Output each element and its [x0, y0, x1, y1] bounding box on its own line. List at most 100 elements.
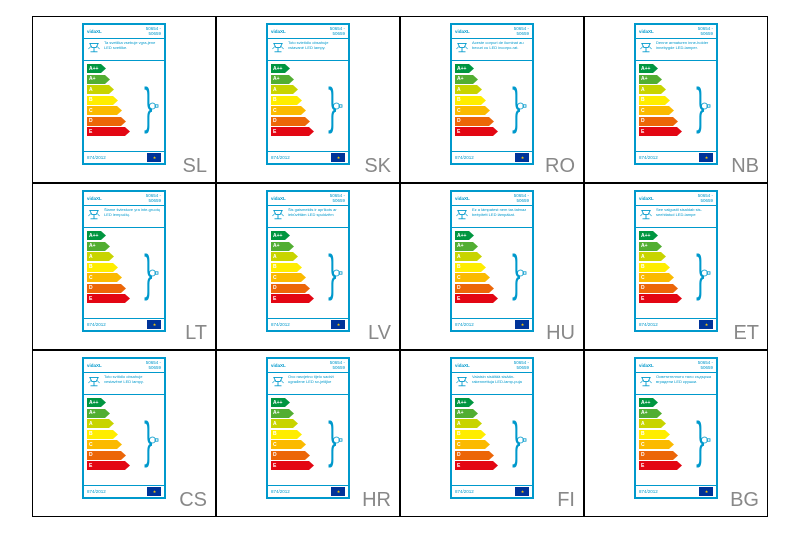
brand-text: vidaXL: [271, 29, 286, 34]
language-code: SL: [183, 155, 207, 178]
energy-class-arrow: A+: [87, 242, 135, 251]
label-footer: 874/2012 ★: [268, 151, 348, 163]
label-body: A++ A+ A B C D E }: [84, 395, 164, 485]
bracket: }: [135, 398, 161, 482]
energy-class-arrow: D: [455, 117, 503, 126]
label-cell: vidaXL 50654 -50659 Toto svietidlo obsah…: [216, 16, 400, 183]
energy-class-arrow: C: [271, 106, 319, 115]
energy-class-arrow: A+: [271, 242, 319, 251]
energy-class-arrow: A+: [455, 242, 503, 251]
bracket: }: [503, 64, 529, 148]
regulation-text: 874/2012: [271, 322, 290, 327]
energy-class-arrow: A++: [455, 398, 503, 407]
energy-class-arrow: A: [87, 252, 135, 261]
energy-class-arrow: D: [639, 117, 687, 126]
label-body: A++ A+ A B C D E }: [268, 61, 348, 151]
info-text: Ovo rasvjetno tijelo sadrži ugrađene LED…: [288, 375, 345, 384]
label-cell: vidaXL 50654 -50659 Valaisin sisältää si…: [400, 350, 584, 517]
label-header: vidaXL 50654 -50659: [84, 359, 164, 373]
energy-arrows: A++ A+ A B C D E: [271, 64, 319, 148]
label-footer: 874/2012 ★: [84, 485, 164, 497]
model-text: 50654 -50659: [330, 194, 345, 204]
energy-label: vidaXL 50654 -50659 Ovo rasvjetno tijelo…: [266, 357, 350, 499]
info-text: Šis gaismeklis ir aprīkots ar iebūvētām …: [288, 208, 345, 217]
bracket: }: [319, 64, 345, 148]
energy-class-arrow: C: [455, 440, 503, 449]
energy-class-arrow: A: [455, 85, 503, 94]
energy-class-arrow: E: [271, 127, 319, 136]
regulation-text: 874/2012: [639, 489, 658, 494]
label-body: A++ A+ A B C D E }: [268, 395, 348, 485]
label-cell: vidaXL 50654 -50659 Toto svítidlo obsahu…: [32, 350, 216, 517]
eu-flag-icon: ★: [699, 487, 713, 496]
eu-flag-icon: ★: [147, 320, 161, 329]
eu-flag-icon: ★: [699, 320, 713, 329]
label-footer: 874/2012 ★: [268, 485, 348, 497]
energy-class-arrow: A: [271, 85, 319, 94]
energy-class-arrow: A+: [271, 409, 319, 418]
energy-label: vidaXL 50654 -50659 Ta svetilka vsebuje …: [82, 23, 166, 165]
energy-class-arrow: E: [271, 294, 319, 303]
language-code: SK: [364, 155, 391, 178]
regulation-text: 874/2012: [87, 322, 106, 327]
label-header: vidaXL 50654 -50659: [84, 192, 164, 206]
label-cell: vidaXL 50654 -50659 Aceste corpuri de il…: [400, 16, 584, 183]
label-footer: 874/2012 ★: [452, 485, 532, 497]
energy-class-arrow: A: [639, 419, 687, 428]
label-body: A++ A+ A B C D E }: [452, 228, 532, 318]
energy-class-arrow: A++: [87, 231, 135, 240]
info-text: Ta svetilka vsebuje vgra-jene LED svetil…: [104, 41, 161, 50]
energy-class-arrow: A: [271, 252, 319, 261]
label-cell: vidaXL 50654 -50659 Ta svetilka vsebuje …: [32, 16, 216, 183]
energy-class-arrow: E: [455, 294, 503, 303]
info-text: Осветителното тяло съдържа вградени LED …: [656, 375, 713, 384]
label-header: vidaXL 50654 -50659: [636, 25, 716, 39]
eu-flag-icon: ★: [147, 153, 161, 162]
energy-class-arrow: E: [87, 294, 135, 303]
regulation-text: 874/2012: [639, 322, 658, 327]
energy-class-arrow: E: [455, 127, 503, 136]
label-footer: 874/2012 ★: [84, 318, 164, 330]
energy-class-arrow: C: [639, 440, 687, 449]
energy-class-arrow: A: [639, 252, 687, 261]
label-cell: vidaXL 50654 -50659 Осветителното тяло с…: [584, 350, 768, 517]
language-code: ET: [733, 322, 759, 345]
energy-arrows: A++ A+ A B C D E: [639, 231, 687, 315]
brand-text: vidaXL: [455, 196, 470, 201]
energy-class-arrow: A++: [455, 64, 503, 73]
energy-label: vidaXL 50654 -50659 Aceste corpuri de il…: [450, 23, 534, 165]
energy-class-arrow: D: [639, 451, 687, 460]
brand-text: vidaXL: [639, 363, 654, 368]
energy-class-arrow: A++: [87, 64, 135, 73]
label-footer: 874/2012 ★: [636, 318, 716, 330]
energy-label: vidaXL 50654 -50659 Šis gaismeklis ir ap…: [266, 190, 350, 332]
bracket: }: [319, 398, 345, 482]
energy-class-arrow: B: [639, 430, 687, 439]
energy-arrows: A++ A+ A B C D E: [455, 231, 503, 315]
energy-class-arrow: C: [271, 273, 319, 282]
energy-class-arrow: A+: [271, 75, 319, 84]
energy-class-arrow: C: [639, 273, 687, 282]
label-footer: 874/2012 ★: [452, 318, 532, 330]
info-text: Toto svítidlo obsahuje vestavěné LED lam…: [104, 375, 161, 384]
model-text: 50654 -50659: [146, 361, 161, 371]
bracket: }: [687, 398, 713, 482]
model-text: 50654 -50659: [146, 27, 161, 37]
energy-label: vidaXL 50654 -50659 Šiame šviestuve yra …: [82, 190, 166, 332]
bracket: }: [503, 231, 529, 315]
model-text: 50654 -50659: [698, 27, 713, 37]
energy-class-arrow: A+: [455, 409, 503, 418]
label-cell: vidaXL 50654 -50659 Ez a lámpatest nem t…: [400, 183, 584, 350]
bracket: }: [687, 231, 713, 315]
brand-text: vidaXL: [639, 196, 654, 201]
language-code: NB: [731, 155, 759, 178]
eu-flag-icon: ★: [515, 487, 529, 496]
label-info: Denne armaturen inne-holder innebygde LE…: [636, 39, 716, 61]
energy-class-arrow: A: [87, 419, 135, 428]
energy-class-arrow: D: [87, 117, 135, 126]
energy-class-arrow: D: [271, 117, 319, 126]
eu-flag-icon: ★: [515, 153, 529, 162]
label-header: vidaXL 50654 -50659: [268, 25, 348, 39]
label-body: A++ A+ A B C D E }: [84, 61, 164, 151]
energy-class-arrow: A++: [271, 398, 319, 407]
